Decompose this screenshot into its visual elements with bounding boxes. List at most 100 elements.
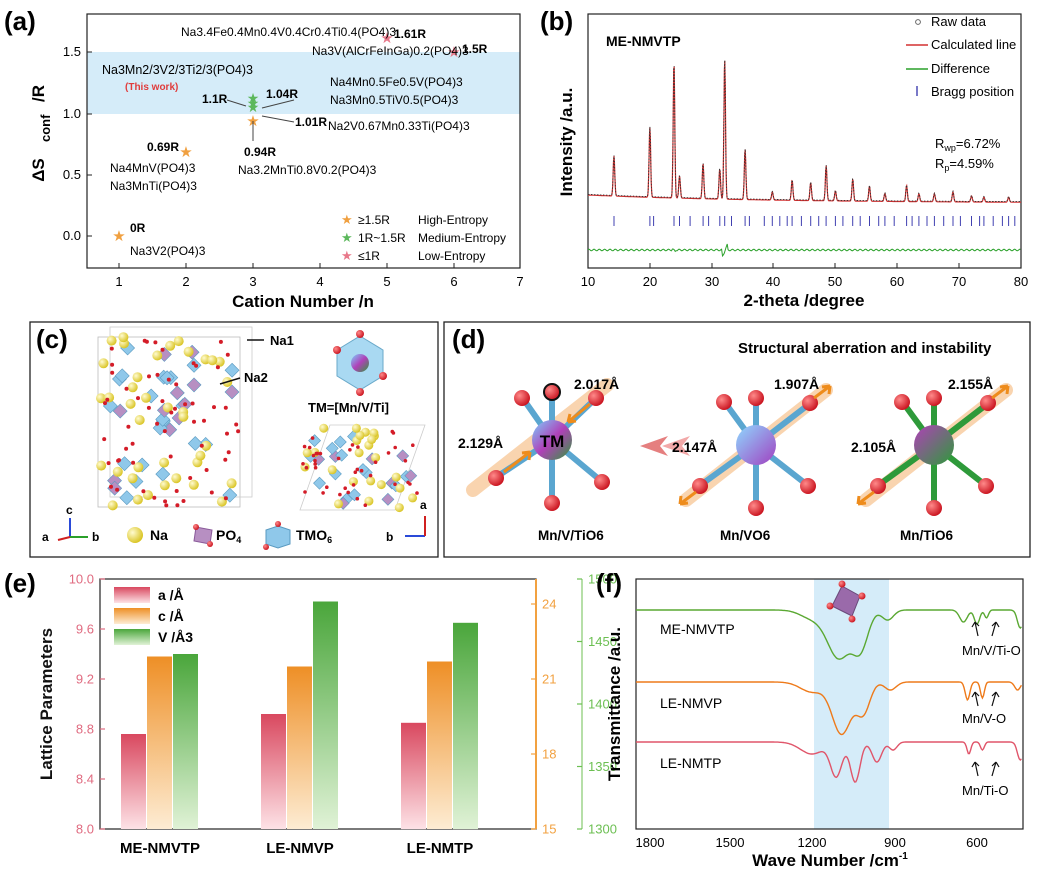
oxygen-atom [199, 443, 204, 448]
na-atom [127, 382, 138, 393]
oxygen-atom [153, 340, 158, 345]
category-label: ME-NMVTP [120, 840, 200, 857]
panel-a-legend: ★ ≥1.5R High-Entropy ★ 1R~1.5R Medium-En… [341, 212, 506, 263]
oxygen-atom [692, 478, 708, 494]
bar-c [147, 656, 172, 829]
leader-line [226, 99, 247, 107]
oxygen-atom [411, 443, 415, 448]
value-label: 1.5R [462, 42, 488, 56]
oxygen-atom [103, 401, 107, 406]
oxygen-atom [848, 615, 856, 623]
axis-a: a [42, 530, 49, 544]
raw-data [588, 60, 1021, 203]
molecule-mntio6: 2.155Å 2.105Å Mn/TiO6 [851, 376, 1013, 543]
oxygen-atom [155, 421, 160, 426]
na-atom [132, 372, 143, 383]
oxygen-atom [307, 445, 312, 450]
legend-star: ★ [341, 230, 353, 245]
value-label: 0R [130, 221, 146, 235]
oxygen-atom [174, 382, 179, 387]
oxygen-atom [152, 495, 157, 500]
bond-length: 2.129Å [458, 435, 503, 451]
rwp-value: 6.72% [964, 136, 1001, 151]
na-atom [112, 466, 123, 477]
na-atom [355, 430, 365, 440]
po4-tetrahedron-icon [826, 580, 866, 623]
star-point: ★ [247, 90, 260, 106]
legend-item: Raw data [931, 14, 987, 29]
xtick: 50 [828, 274, 842, 289]
legend-item: Calculated line [931, 37, 1016, 52]
oxygen-atom [543, 383, 561, 401]
oxygen-atom [226, 450, 231, 455]
ytick: 0.0 [63, 228, 81, 243]
na-atom [351, 423, 361, 433]
oxygen-atom [202, 418, 206, 423]
oxygen-atom [146, 405, 151, 410]
na-atom [201, 440, 212, 451]
na-atom [173, 336, 184, 347]
compound-label: Na3.2MnTi0.8V0.2(PO4)3 [238, 163, 377, 177]
oxygen-atom [408, 482, 412, 486]
panel-e-label: (e) [4, 568, 36, 598]
ytick-right2: 1400 [588, 697, 617, 712]
oxygen-atom [716, 394, 732, 410]
tm-definition: TM=[Mn/V/Ti] [308, 400, 389, 415]
oxygen-atom [800, 478, 816, 494]
na-atom [334, 499, 343, 509]
na-atom [371, 453, 381, 463]
compress-arrow [503, 450, 532, 474]
panel-c-frame [29, 321, 439, 558]
polyhedron [224, 362, 240, 378]
na-atom [188, 479, 199, 490]
na-atom [106, 335, 117, 346]
oxygen-atom [333, 346, 341, 354]
na-atom [354, 448, 364, 458]
ir-trace-le-nmtp [636, 741, 1022, 783]
legend-name: Medium-Entropy [418, 231, 506, 245]
panel-e-categories: ME-NMVTP LE-NMVP LE-NMTP [120, 840, 473, 857]
oxygen-atom [403, 459, 408, 463]
legend-item: Bragg position [931, 84, 1014, 99]
bar-v [313, 601, 338, 829]
panel-f-ylabel: Transmittance /a.u. [605, 627, 624, 781]
oxygen-atom [168, 454, 173, 459]
axis-b: b [92, 530, 99, 544]
xtick: 1200 [798, 835, 827, 850]
bar-a [121, 734, 146, 829]
polyhedron [313, 476, 326, 490]
legend-tmo6-text: TMO [296, 527, 327, 543]
oxygen-atom [173, 406, 177, 411]
na2-label: Na2 [244, 370, 268, 385]
polyhedron [325, 441, 339, 455]
ir-trace-me-nmvtp [636, 609, 1022, 660]
panel-f-xlabel: Wave Number /cm-1 [752, 851, 908, 870]
panel-e-ylabel: Lattice Parameters [37, 628, 56, 780]
oxygen-atom [318, 451, 323, 456]
oxygen-atom [144, 339, 149, 344]
panel-b-label: (b) [540, 6, 573, 36]
oxygen-atom [304, 465, 309, 470]
oxygen-atom [980, 395, 996, 411]
oxygen-atom [263, 544, 269, 550]
ylabel-sub: conf [38, 114, 53, 142]
na-icon [127, 527, 143, 543]
oxygen-atom [160, 399, 165, 404]
legend-star: ★ [341, 212, 353, 227]
category-label: LE-NMVP [266, 840, 334, 857]
stretch-arrow [678, 490, 697, 506]
oxygen-atom [870, 478, 886, 494]
na-atom [141, 392, 151, 403]
oxygen-atom [223, 405, 228, 410]
value-label: 1.61R [394, 27, 426, 41]
na-atom [364, 496, 374, 506]
compound-label: Na4Mn0.5Fe0.5V(PO4)3 [330, 75, 463, 89]
molecule-mnvtio6: TM 2.017Å 2.129Å Mn/V/TiO6 [458, 376, 619, 543]
oxygen-atom [188, 476, 193, 480]
polyhedron [187, 436, 203, 451]
xtick: 5 [383, 274, 390, 289]
oxygen-atom [386, 451, 391, 455]
ytick: 1.5 [63, 44, 81, 59]
oxygen-atom [311, 453, 316, 458]
na-atom [165, 340, 176, 351]
